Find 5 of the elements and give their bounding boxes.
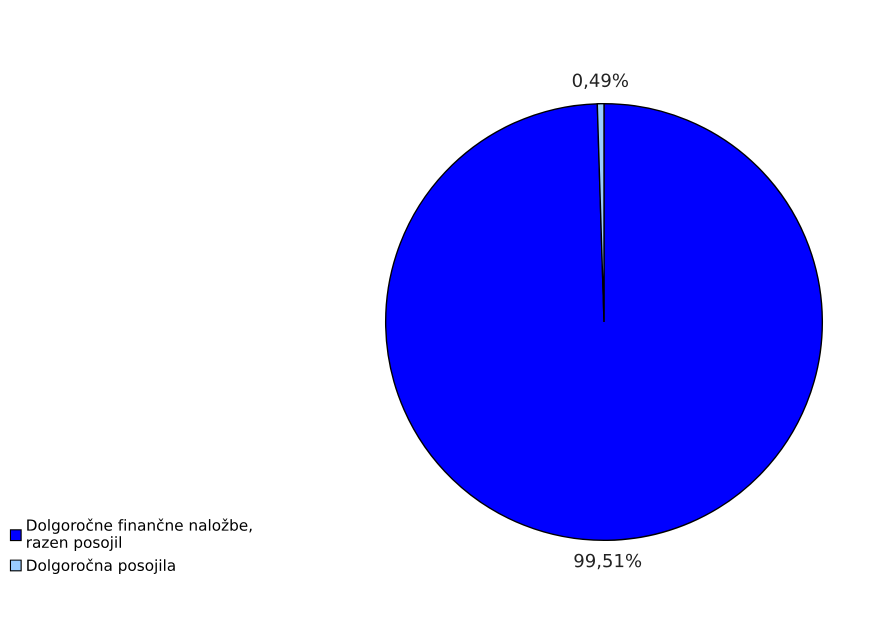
data-label: 99,51% bbox=[574, 554, 642, 570]
legend-label: Dolgoročna posojila bbox=[27, 558, 175, 574]
data-label: 0,49% bbox=[572, 73, 628, 89]
pie-slice bbox=[384, 102, 824, 541]
legend-label: Dolgoročne finančne naložbe, razen posojil bbox=[27, 518, 252, 551]
